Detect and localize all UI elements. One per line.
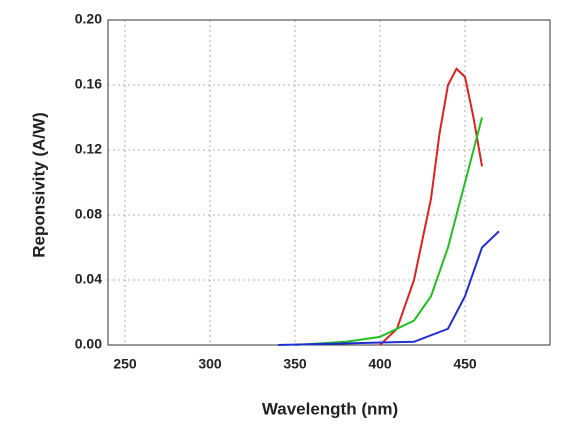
series-line [277,230,500,346]
x-tick-label: 250 [113,356,137,372]
x-tick-label: 450 [453,356,477,372]
y-tick-label: 0.12 [75,141,102,157]
series-line [294,117,483,346]
y-axis-label: Reponsivity (A/W) [29,112,48,257]
y-tick-label: 0.20 [75,11,102,27]
y-tick-label: 0.00 [75,336,102,352]
y-tick-label: 0.16 [75,76,102,92]
plot-frame [107,19,551,346]
x-axis-label: Wavelength (nm) [262,399,398,418]
series-line [379,67,483,346]
x-tick-label: 350 [283,356,307,372]
y-tick-label: 0.04 [75,271,102,287]
x-tick-label: 300 [198,356,222,372]
y-tick-label: 0.08 [75,206,102,222]
x-tick-label: 400 [368,356,392,372]
